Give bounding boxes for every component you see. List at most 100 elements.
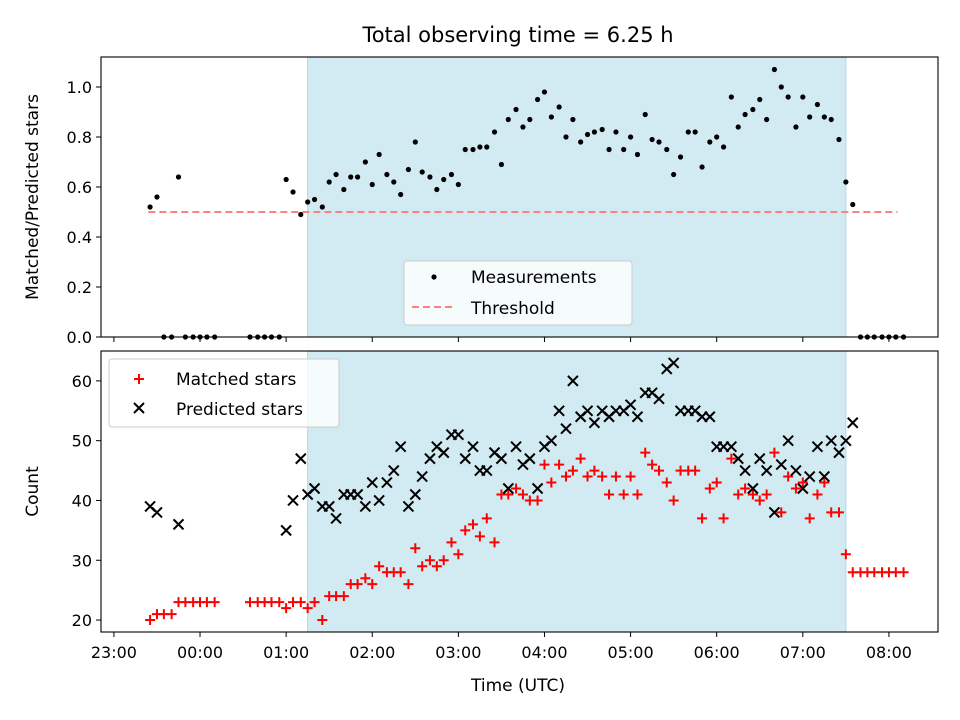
top-panel: 0.0 0.2 0.4 0.6 0.8 1.0 Matched/Predicted star… bbox=[23, 56, 939, 347]
predicted-star-point bbox=[373, 494, 385, 507]
legend-box bbox=[108, 358, 340, 428]
measurement-point bbox=[333, 171, 339, 178]
matched-star-point bbox=[503, 489, 514, 500]
y-tick-label: 20 bbox=[72, 611, 92, 630]
matched-star-point bbox=[567, 465, 578, 476]
matched-star-point bbox=[690, 465, 701, 476]
x-tick-label: 07:00 bbox=[780, 643, 826, 662]
predicted-star-point bbox=[467, 440, 479, 453]
measurement-point bbox=[785, 94, 791, 100]
measurement-point bbox=[692, 129, 698, 135]
matched-star-point bbox=[647, 459, 658, 470]
matched-star-point bbox=[761, 489, 772, 500]
matched-star-point bbox=[790, 483, 801, 494]
measurement-point bbox=[541, 89, 548, 95]
measurement-point bbox=[520, 124, 526, 130]
y-tick-label: 0.0 bbox=[67, 328, 92, 347]
y-tick-label: 0.4 bbox=[67, 228, 92, 247]
measurement-point bbox=[613, 129, 619, 135]
matched-star-point bbox=[610, 471, 621, 482]
predicted-star-point bbox=[366, 476, 378, 489]
x-tick-label: 08:00 bbox=[866, 643, 912, 662]
predicted-star-point bbox=[782, 434, 794, 447]
predicted-star-point bbox=[840, 434, 852, 447]
matched-star-point bbox=[352, 579, 363, 590]
predicted-star-point bbox=[151, 506, 163, 519]
measurement-point bbox=[419, 169, 425, 175]
measurement-point bbox=[836, 136, 842, 143]
measurement-point bbox=[828, 116, 834, 123]
y-tick-label: 50 bbox=[72, 432, 92, 451]
predicted-star-point bbox=[308, 482, 321, 495]
measurement-point bbox=[642, 111, 648, 118]
measurement-point bbox=[627, 134, 634, 140]
matched-star-point bbox=[783, 471, 794, 482]
measurement-point bbox=[412, 139, 418, 145]
measurement-point bbox=[584, 131, 591, 138]
measurement-point bbox=[505, 116, 511, 123]
matched-star-point bbox=[661, 477, 672, 488]
predicted-star-point bbox=[754, 452, 766, 465]
measurement-point bbox=[563, 134, 569, 140]
predicted-star-point bbox=[790, 464, 802, 477]
predicted-star-point bbox=[653, 393, 665, 405]
matched-star-point bbox=[517, 489, 528, 500]
predicted-star-point bbox=[402, 500, 415, 513]
measurement-point bbox=[720, 144, 727, 150]
measurement-point bbox=[677, 154, 684, 160]
measurement-point bbox=[498, 161, 505, 168]
measurement-point bbox=[599, 126, 605, 133]
measurement-point bbox=[491, 129, 498, 135]
y-tick-label: 0.2 bbox=[67, 278, 92, 297]
matched-star-point bbox=[453, 549, 464, 560]
predicted-star-point bbox=[323, 500, 335, 513]
matched-star-point bbox=[374, 561, 385, 572]
matched-star-point bbox=[295, 597, 306, 608]
predicted-star-point bbox=[768, 506, 781, 519]
predicted-star-point bbox=[424, 452, 436, 465]
measurement-point bbox=[369, 181, 375, 188]
predicted-star-point bbox=[394, 440, 407, 453]
predicted-star-point bbox=[833, 446, 845, 459]
matched-star-point bbox=[360, 573, 371, 584]
predicted-star-point bbox=[531, 482, 544, 495]
axes-frame bbox=[100, 350, 939, 633]
matched-star-point bbox=[532, 495, 543, 506]
predicted-star-point bbox=[667, 357, 680, 369]
predicted-star-point bbox=[409, 488, 422, 501]
predicted-star-point bbox=[545, 434, 558, 447]
x-tick-label: 05:00 bbox=[608, 643, 654, 662]
measurement-point bbox=[448, 171, 455, 178]
predicted-star-point bbox=[416, 470, 428, 483]
matched-star-point bbox=[711, 477, 722, 488]
measurement-point bbox=[735, 124, 741, 130]
measurement-point bbox=[699, 164, 705, 170]
predicted-star-point bbox=[739, 464, 751, 477]
predicted-star-point bbox=[732, 452, 744, 465]
measurement-point bbox=[685, 129, 691, 135]
y-tick-label: 40 bbox=[72, 491, 92, 510]
matched-star-point bbox=[309, 597, 320, 608]
predicted-star-point bbox=[567, 375, 579, 387]
predicted-star-point bbox=[803, 470, 816, 483]
matched-star-point bbox=[546, 477, 557, 488]
matched-star-point bbox=[481, 513, 492, 524]
matched-star-point bbox=[718, 513, 729, 524]
matched-star-point bbox=[474, 531, 485, 542]
matched-star-point bbox=[747, 489, 758, 500]
matched-star-point bbox=[554, 459, 565, 470]
measurement-point bbox=[341, 186, 347, 193]
predicted-star-point bbox=[760, 464, 773, 477]
measurement-point bbox=[800, 94, 806, 100]
matched-star-point bbox=[367, 579, 378, 590]
matched-star-point bbox=[575, 453, 586, 464]
measurement-point bbox=[606, 146, 612, 153]
matched-star-point bbox=[417, 561, 428, 572]
y-tick-label: 30 bbox=[72, 551, 92, 570]
predicted-star-point bbox=[624, 399, 637, 411]
matched-star-point bbox=[424, 555, 435, 566]
legend-matched-label: Matched stars bbox=[176, 370, 296, 390]
measurement-point bbox=[470, 146, 476, 153]
measurement-point bbox=[821, 114, 827, 120]
